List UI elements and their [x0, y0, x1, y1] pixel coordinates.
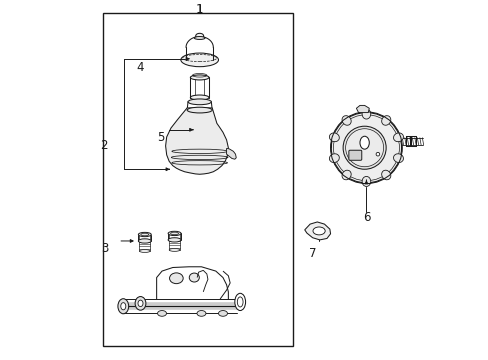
Ellipse shape [194, 37, 204, 40]
Ellipse shape [169, 248, 180, 251]
Ellipse shape [381, 170, 390, 180]
Polygon shape [356, 105, 368, 113]
Polygon shape [165, 108, 228, 174]
Text: 1: 1 [196, 3, 203, 16]
Ellipse shape [218, 311, 227, 316]
Polygon shape [304, 222, 330, 240]
Ellipse shape [181, 53, 218, 67]
Ellipse shape [381, 116, 390, 125]
Ellipse shape [329, 133, 339, 142]
Ellipse shape [168, 238, 181, 242]
Ellipse shape [312, 227, 325, 235]
Ellipse shape [362, 176, 370, 186]
Ellipse shape [341, 170, 350, 180]
Circle shape [375, 152, 379, 156]
Ellipse shape [190, 75, 208, 80]
Ellipse shape [197, 311, 205, 316]
Text: 7: 7 [308, 247, 316, 260]
Ellipse shape [329, 154, 339, 162]
Text: 2: 2 [100, 139, 107, 152]
Ellipse shape [138, 232, 151, 237]
Ellipse shape [393, 154, 403, 162]
Polygon shape [226, 148, 236, 159]
Ellipse shape [187, 107, 212, 113]
Ellipse shape [157, 311, 166, 316]
Ellipse shape [187, 99, 211, 105]
Ellipse shape [362, 109, 370, 119]
Text: 6: 6 [362, 211, 369, 224]
Text: 5: 5 [157, 131, 164, 144]
Ellipse shape [359, 136, 368, 149]
Ellipse shape [139, 249, 150, 252]
Ellipse shape [169, 273, 183, 284]
Ellipse shape [190, 95, 208, 100]
Text: 4: 4 [137, 60, 144, 73]
Text: 3: 3 [101, 242, 108, 255]
Ellipse shape [195, 33, 203, 39]
Ellipse shape [234, 293, 245, 311]
Circle shape [330, 113, 401, 183]
Ellipse shape [341, 116, 350, 125]
Ellipse shape [168, 231, 181, 235]
Bar [102, 13, 292, 346]
Circle shape [343, 126, 386, 169]
Ellipse shape [189, 273, 199, 282]
Ellipse shape [237, 297, 243, 307]
Ellipse shape [135, 297, 145, 310]
FancyBboxPatch shape [348, 150, 361, 160]
Ellipse shape [118, 299, 128, 314]
Ellipse shape [138, 300, 142, 307]
Ellipse shape [121, 303, 125, 310]
Ellipse shape [138, 239, 151, 243]
Ellipse shape [393, 133, 403, 142]
Circle shape [345, 129, 383, 167]
